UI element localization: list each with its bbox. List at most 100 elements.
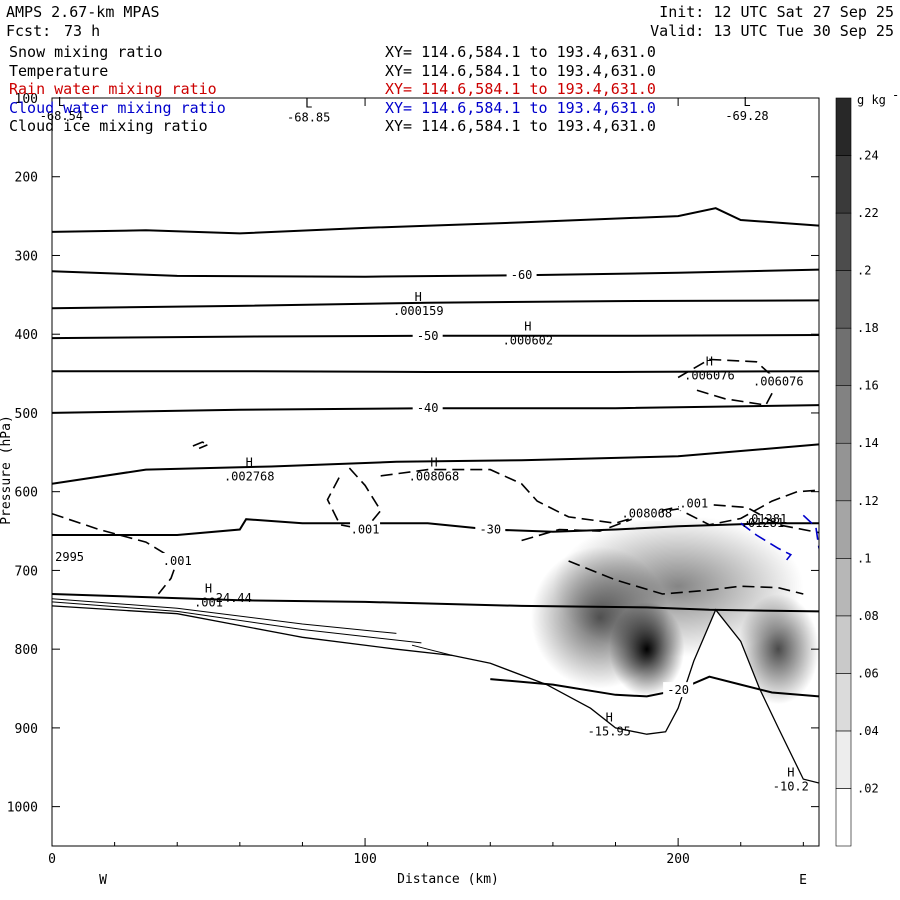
colorbar-tick-label: .12: [857, 494, 879, 508]
field-name: Cloud water mixing ratio: [9, 98, 226, 117]
colorbar-step: [835, 212, 852, 271]
colorbar-tick-label: .14: [857, 436, 879, 450]
cloud-ice-contour: [326, 467, 382, 531]
snow-shading-group: [530, 515, 819, 705]
extremum-value: .000602: [503, 333, 554, 347]
cloud-ice-contour: [568, 560, 804, 595]
colorbar-step: [835, 442, 852, 502]
colorbar-step: [835, 327, 852, 386]
extremum-marker: L-68.54: [40, 95, 83, 123]
y-tick-label: 200: [15, 171, 38, 186]
y-tick-label: 300: [15, 249, 38, 264]
field-xy-range: XY= 114.6,584.1 to 193.4,631.0: [385, 117, 656, 135]
field-name: Rain water mixing ratio: [9, 80, 217, 98]
extremum-marker: H.000602: [503, 319, 554, 347]
low-marker: L: [743, 95, 750, 109]
extremum-marker: H-10.2: [773, 766, 809, 794]
x-tick-label: 0: [48, 852, 56, 867]
cloud-ice-contour: [380, 468, 819, 526]
contour-label-bg: [763, 373, 794, 389]
y-tick-label: 700: [15, 564, 38, 579]
extremum-marker: L-68.85: [287, 96, 330, 124]
colorbar: .02 .04 .06 .08 .1 .12 .14 .16 .18 .2 .22 .24 g kg -1: [835, 88, 900, 847]
west-label: W: [99, 873, 107, 888]
snow-shading-layer: [530, 515, 819, 705]
contour-label-bg: [631, 505, 662, 521]
contour-label-bg: [475, 521, 506, 537]
valid-time: Valid: 13 UTC Tue 30 Sep 25: [650, 22, 894, 40]
contour-label: -40: [417, 401, 439, 415]
colorbar-tick-label: .22: [857, 206, 879, 220]
colorbar-tick-label: .16: [857, 379, 879, 393]
edge-label: -24.44: [209, 591, 252, 605]
high-marker: H: [246, 455, 253, 469]
axes: 100 200 300 400 500 600 700 800 900 1000 0 100 200: [7, 92, 819, 867]
contour-label: .006076: [753, 374, 804, 388]
temperature-contour: [52, 207, 819, 235]
high-marker: H: [706, 355, 713, 369]
field-xy-range: XY= 114.6,584.1 to 193.4,631.0: [385, 80, 656, 98]
x-axis-label: Distance (km): [397, 872, 499, 887]
model-title: AMPS 2.67-km MPAS: [6, 3, 160, 21]
colorbar-step: [835, 730, 852, 789]
contour-label-bg: [162, 552, 193, 568]
low-marker: L: [305, 96, 312, 110]
field-name: Snow mixing ratio: [9, 43, 163, 61]
contour-label: -60: [511, 268, 533, 282]
extremum-value: -10.2: [773, 780, 809, 794]
extremum-value: .006076: [684, 369, 735, 383]
high-marker: H: [430, 455, 437, 469]
colorbar-tick-label: .08: [857, 609, 879, 623]
contour-label: -20: [667, 683, 689, 697]
colorbar-step: [835, 270, 852, 329]
extremum-value: .002768: [224, 469, 275, 483]
contour-label: .001: [351, 522, 380, 536]
cloud-ice-contour: [192, 441, 211, 450]
field-name: Cloud ice mixing ratio: [9, 117, 208, 135]
extremum-value: .008068: [409, 469, 460, 483]
contour-label: -30: [479, 522, 501, 536]
contour-label-bg: [678, 495, 709, 511]
extremum-value: -69.28: [725, 109, 768, 123]
high-marker: H: [606, 711, 613, 725]
y-tick-label: 800: [15, 643, 38, 658]
y-tick-label: 500: [15, 407, 38, 422]
extremum-marker: H.006076: [684, 355, 735, 383]
y-tick-label: 900: [15, 722, 38, 737]
cloud-water-contour: [740, 522, 793, 563]
high-marker: H: [205, 581, 212, 595]
colorbar-step: [835, 500, 852, 559]
temperature-contour: [52, 593, 819, 613]
y-tick-label: 100: [15, 92, 38, 107]
y-axis-label: Pressure (hPa): [0, 415, 14, 525]
field-xy-range: XY= 114.6,584.1 to 193.4,631.0: [385, 43, 656, 61]
extremum-value: -15.95: [588, 725, 631, 739]
colorbar-step: [835, 615, 852, 674]
cloud-ice-contour: [52, 512, 179, 595]
colorbar-tick-label: .02: [857, 781, 879, 795]
temperature-contour: [52, 268, 819, 278]
temperature-contour: [52, 370, 819, 373]
edge-label: 2995: [55, 550, 84, 564]
y-tick-label: 1000: [7, 801, 38, 816]
forecast-hours: 73 h: [64, 22, 101, 40]
east-label: E: [799, 873, 807, 888]
colorbar-step: [835, 788, 852, 847]
extremum-marker: H-15.95: [588, 711, 631, 739]
temperature-contour: [52, 518, 819, 536]
snow-shading-blob: [737, 594, 819, 705]
low-marker: L: [58, 95, 65, 109]
high-marker: H: [524, 319, 531, 333]
contour-label: .001: [163, 554, 192, 568]
extremum-marker: H.000159: [393, 290, 444, 318]
colorbar-step: [835, 155, 852, 214]
extremum-value: .001: [194, 595, 223, 609]
terrain-line: [52, 605, 819, 784]
colorbar-tick-label: .18: [857, 321, 879, 335]
cloud-water-contour-label: .01281: [741, 516, 784, 530]
high-marker: H: [415, 290, 422, 304]
contour-label-bg: [412, 400, 443, 416]
colorbar-tick-label: .24: [857, 149, 879, 163]
edge-label: .01281: [744, 512, 787, 526]
